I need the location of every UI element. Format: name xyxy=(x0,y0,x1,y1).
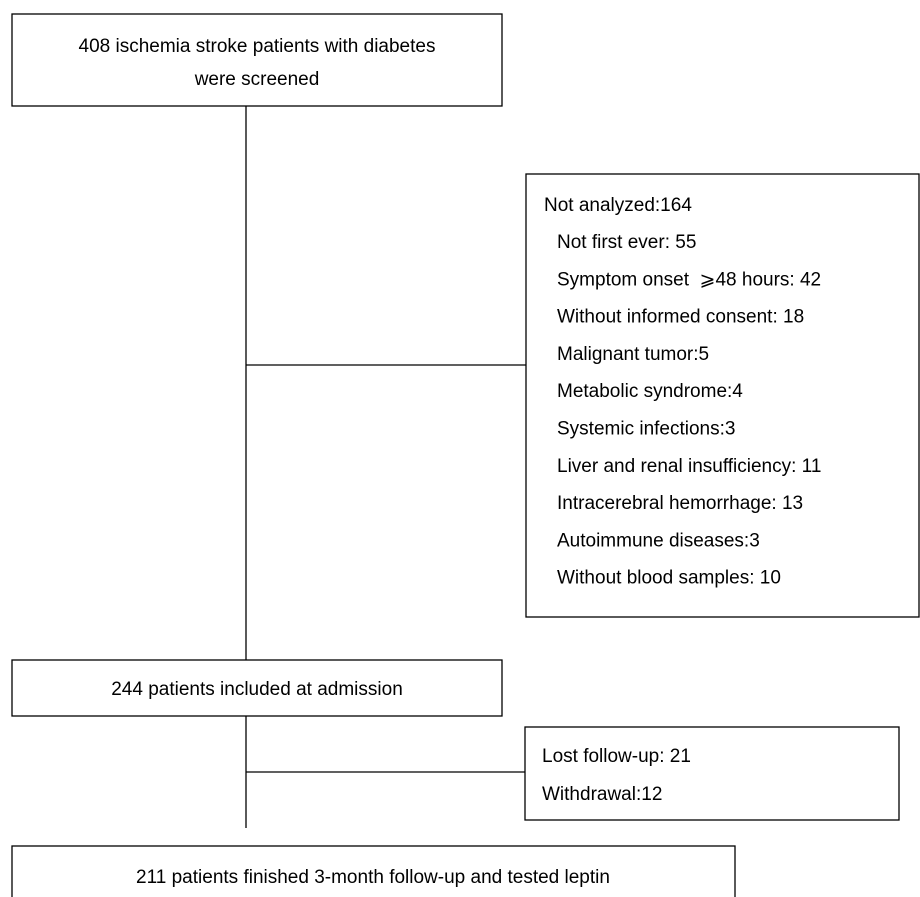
box-text: Withdrawal:12 xyxy=(542,784,662,805)
list-item: Intracerebral hemorrhage: 13 xyxy=(557,493,803,514)
box xyxy=(11,13,503,107)
list-item: Without blood samples: 10 xyxy=(557,568,781,589)
list-item: Metabolic syndrome:4 xyxy=(557,381,743,402)
list-item: Liver and renal insufficiency: 11 xyxy=(557,456,821,477)
exclusion-list: Not first ever: 55 Symptom onset ⩾48 hour… xyxy=(557,232,821,589)
box xyxy=(11,659,503,717)
list-item: Systemic infections:3 xyxy=(557,419,735,440)
list-item: Without informed consent: 18 xyxy=(557,307,804,328)
box xyxy=(525,173,920,618)
box-text: Lost follow-up: 21 xyxy=(542,746,691,767)
box-text: were screened xyxy=(194,69,320,90)
box xyxy=(11,845,736,897)
box-text: 211 patients finished 3-month follow-up … xyxy=(136,867,610,888)
list-item: Not first ever: 55 xyxy=(557,232,696,253)
box-text: 408 ischemia stroke patients with diabet… xyxy=(79,36,436,57)
list-item: Symptom onset ⩾48 hours: 42 xyxy=(557,269,821,290)
box-title: Not analyzed:164 xyxy=(544,195,692,216)
list-item: Malignant tumor:5 xyxy=(557,344,709,365)
box-text: 244 patients included at admission xyxy=(111,679,403,700)
box xyxy=(524,726,900,821)
list-item: Autoimmune diseases:3 xyxy=(557,530,760,551)
